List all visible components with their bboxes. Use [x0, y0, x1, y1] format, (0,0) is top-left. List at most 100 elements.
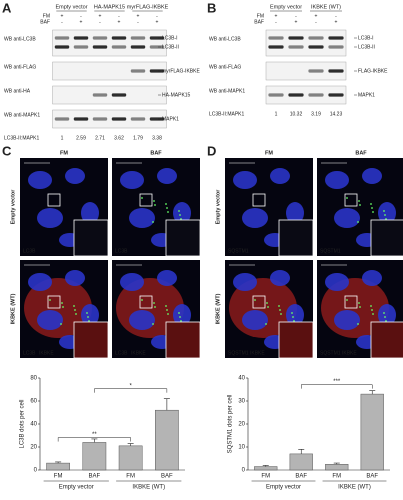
puncta: [74, 309, 76, 311]
row-label: IKBKE (WT): [10, 293, 16, 324]
y-axis-label: SQSTM1 dots per cell: [228, 395, 234, 454]
inset: [165, 321, 201, 359]
channel-label: IKBKE: [131, 350, 146, 356]
puncta: [75, 313, 77, 315]
puncta: [266, 302, 268, 304]
group-label: Empty vector: [266, 485, 301, 491]
sign: -: [315, 19, 317, 25]
y-tick-label: 0: [34, 468, 38, 474]
blot-frame: [265, 85, 347, 105]
error-bar: [262, 465, 269, 467]
column-header: FM: [265, 150, 273, 156]
error-bar: [369, 390, 376, 395]
band: [92, 93, 108, 97]
band: [308, 36, 324, 40]
x-tick-label: FM: [261, 474, 270, 480]
blot-frame: [265, 29, 347, 57]
condition-label: BAF: [254, 19, 264, 25]
blot-label: WB anti-HA: [4, 88, 31, 94]
ratio-value: 3.38: [152, 135, 162, 141]
condition-label: FM: [43, 13, 50, 19]
band: [288, 45, 304, 49]
band: [130, 45, 146, 49]
nucleus: [81, 202, 99, 224]
blot-frame: [52, 61, 167, 81]
column-header: BAF: [355, 150, 367, 156]
x-tick-label: BAF: [89, 474, 101, 480]
band: [149, 69, 165, 73]
nucleus: [270, 168, 290, 184]
ratio-label: LC3B-II:MAPK1: [4, 135, 40, 141]
nucleus: [37, 208, 63, 228]
nucleus: [270, 270, 290, 286]
sign: -: [118, 13, 120, 19]
band: [328, 45, 344, 49]
bar: [46, 462, 70, 471]
roi-box: [344, 295, 358, 309]
blot-frame: [52, 85, 167, 105]
band: [149, 36, 165, 40]
ratio-value: 1: [275, 111, 278, 117]
condition-label: BAF: [40, 19, 50, 25]
puncta: [358, 200, 360, 202]
y-tick-label: 80: [30, 376, 37, 382]
nucleus: [173, 202, 191, 224]
nucleus: [28, 273, 52, 291]
channel-label: LC3B: [23, 350, 36, 356]
band: [73, 45, 89, 49]
band: [268, 45, 284, 49]
puncta: [154, 204, 156, 206]
y-tick-label: 20: [238, 422, 245, 428]
error-bar: [55, 461, 62, 464]
ratio-value: 1.79: [133, 135, 143, 141]
puncta: [178, 210, 180, 212]
nucleus: [378, 304, 396, 326]
puncta: [61, 302, 63, 304]
inset: [165, 219, 201, 257]
puncta: [254, 299, 256, 301]
channel-label: IKBKE: [250, 350, 265, 356]
band: [92, 45, 108, 49]
sign: -: [61, 19, 63, 25]
roi-box: [252, 295, 266, 309]
bar: [82, 442, 107, 471]
bar: [155, 409, 179, 471]
puncta: [165, 305, 167, 307]
blot-label: WB anti-FLAG: [209, 64, 241, 70]
band: [328, 93, 344, 97]
puncta: [385, 218, 387, 220]
band: [308, 45, 324, 49]
puncta: [346, 197, 348, 199]
blot-label: WB anti-FLAG: [4, 64, 36, 70]
significance-label: ***: [333, 379, 341, 385]
blot-label: WB anti-MAPK1: [4, 112, 40, 118]
sign: +: [315, 13, 318, 19]
significance-label: **: [92, 432, 97, 438]
puncta: [167, 211, 169, 213]
error-bar: [91, 438, 98, 443]
x-tick-label: BAF: [295, 474, 307, 480]
nucleus: [65, 168, 85, 184]
puncta: [86, 312, 88, 314]
significance-label: *: [129, 383, 132, 389]
puncta: [49, 299, 51, 301]
puncta: [385, 320, 387, 322]
x-tick-label: BAF: [161, 474, 173, 480]
puncta: [153, 200, 155, 202]
sign: -: [80, 13, 82, 19]
blot-label: WB anti-LC3B: [209, 36, 241, 42]
y-tick-label: 20: [30, 445, 37, 451]
nucleus: [37, 310, 63, 330]
y-tick-label: 40: [30, 422, 37, 428]
inset: [278, 219, 314, 257]
roi-box: [252, 193, 266, 207]
puncta: [280, 313, 282, 315]
ratio-value: 3.62: [114, 135, 124, 141]
band-label: LC3B-I: [358, 35, 374, 41]
y-axis-label: LC3B dots per cell: [20, 399, 26, 448]
ratio-value: 2.59: [76, 135, 86, 141]
ratio-value: 1: [61, 135, 64, 141]
sign: +: [80, 19, 83, 25]
puncta: [359, 306, 361, 308]
